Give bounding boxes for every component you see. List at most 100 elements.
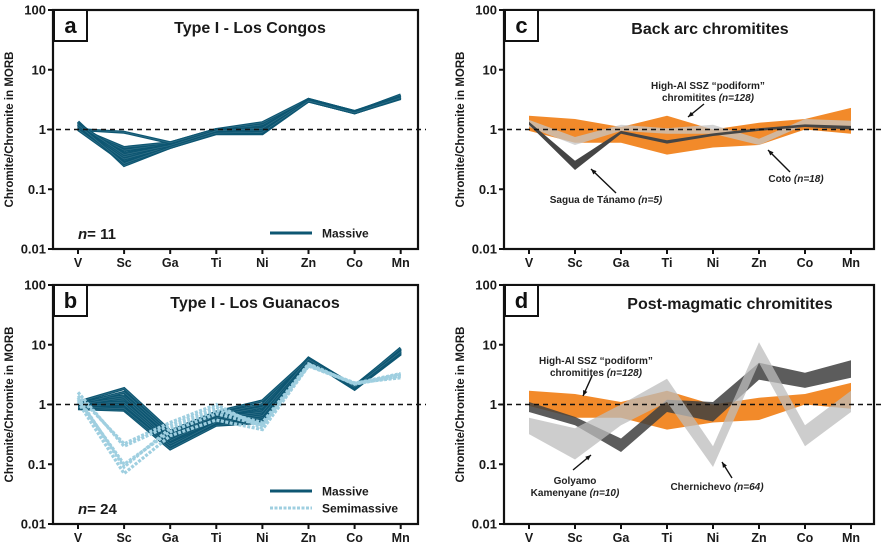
x-tick-label: Ga: [162, 531, 180, 545]
y-tick-label: 100: [24, 3, 46, 18]
x-tick-label: Ni: [256, 256, 269, 270]
annotation-text: High-Al SSZ “podiform”: [651, 81, 765, 92]
n-symbol: n: [78, 226, 87, 243]
x-tick-label: Ga: [613, 531, 631, 545]
y-tick-label: 0.1: [28, 457, 46, 472]
x-tick-label: Sc: [116, 531, 131, 545]
x-tick-label: V: [525, 531, 534, 545]
annotation-count: (n=128): [719, 93, 755, 104]
x-tick-label: Co: [797, 531, 814, 545]
sample-count-label: n= 11: [78, 226, 116, 243]
plot-area: [529, 342, 851, 467]
y-tick-label: 1: [39, 397, 46, 412]
annotation-label: High-Al SSZ “podiform”: [651, 81, 765, 92]
panel-b: 100 10 1 0.1 0.01 V Sc Ga Ti Ni Zn Co Mn Chromite/Chr…: [4, 278, 426, 545]
series-line-semimassive: [76, 362, 401, 470]
y-tick-label: 10: [32, 337, 46, 352]
y-tick-label: 0.1: [479, 182, 497, 197]
panel-letter: c: [515, 13, 527, 38]
panel-title: Post-magmatic chromitites: [627, 296, 832, 313]
n-value: = 24: [87, 501, 117, 518]
panel-c: 100 10 1 0.1 0.01 V Sc Ga Ti Ni Zn Co Mn Chromite/Chr…: [455, 3, 882, 270]
panel-title: Type I - Los Guanacos: [170, 295, 340, 312]
annotation-text: chromitites: [662, 93, 719, 104]
arrow-head-icon: [583, 390, 588, 396]
plot-area: [529, 107, 851, 170]
y-tick-label: 0.1: [28, 182, 46, 197]
x-tick-label: Ni: [256, 531, 269, 545]
y-tick-label: 0.01: [21, 517, 46, 532]
annotation-text: Kamenyane: [531, 488, 590, 499]
panel-letter: b: [64, 288, 77, 313]
x-tick-label: Zn: [751, 531, 766, 545]
x-tick-label: Zn: [301, 256, 316, 270]
annotation-label: Golyamo: [554, 476, 597, 487]
y-tick-label: 100: [24, 278, 46, 293]
arrow-head-icon: [722, 462, 727, 468]
panel-letter-box: [504, 9, 539, 42]
annotation-label: Kamenyane (n=10): [531, 488, 620, 499]
series-highlight: [77, 95, 401, 148]
arrow-head-icon: [591, 169, 597, 175]
annotation-text: Golyamo: [554, 476, 597, 487]
legend-label-massive: Massive: [322, 227, 369, 241]
annotation-text: chromitites: [550, 368, 607, 379]
annotation-text: Sagua de Tánamo: [550, 195, 638, 206]
x-tick-label: Mn: [842, 256, 860, 270]
y-axis-title: Chromite/Chromite in MORB: [455, 52, 467, 208]
x-tick-label: Co: [346, 256, 363, 270]
y-axis-title: Chromite/Chromite in MORB: [455, 327, 467, 483]
y-tick-label: 10: [32, 62, 46, 77]
x-tick-label: Zn: [301, 531, 316, 545]
x-tick-label: V: [525, 256, 534, 270]
annotation-count: (n=18): [794, 174, 824, 185]
y-tick-label: 1: [490, 122, 497, 137]
series-highlight: [77, 94, 401, 144]
y-tick-label: 0.01: [21, 242, 46, 257]
y-axis-title: Chromite/Chromite in MORB: [4, 327, 16, 483]
panel-title: Type I - Los Congos: [174, 20, 326, 37]
x-tick-label: Sc: [116, 256, 131, 270]
x-tick-label: Co: [797, 256, 814, 270]
panel-letter: a: [64, 13, 77, 38]
panel-letter: d: [515, 288, 528, 313]
x-tick-label: Ti: [662, 256, 673, 270]
panel-d: 100 10 1 0.1 0.01 V Sc Ga Ti Ni Zn Co Mn Chromite/Chr…: [455, 278, 882, 545]
x-tick-label: Zn: [751, 256, 766, 270]
sample-count-label: n= 24: [78, 501, 117, 518]
series-line-massive: [77, 94, 402, 152]
annotation-count: (n=5): [638, 195, 663, 206]
series-line-massive: [77, 93, 402, 145]
annotation-count: (n=128): [607, 368, 643, 379]
panel-letter-box: [504, 284, 539, 317]
band-golyamo: [529, 360, 851, 453]
x-tick-label: Ti: [662, 531, 673, 545]
annotation-label: chromitites (n=128): [550, 368, 643, 379]
annotation-label: Chernichevo (n=64): [670, 482, 764, 493]
series-line-massive: [77, 96, 402, 166]
annotation-label: chromitites (n=128): [662, 93, 755, 104]
y-tick-label: 1: [490, 397, 497, 412]
x-tick-label: Ti: [211, 256, 222, 270]
x-tick-label: Ga: [613, 256, 631, 270]
x-tick-label: Sc: [567, 531, 582, 545]
arrow-head-icon: [585, 455, 591, 461]
band-coto: [529, 118, 851, 146]
series-line-massive: [77, 94, 402, 150]
band-sagua: [529, 121, 851, 170]
annotation-arrow: [590, 168, 617, 194]
band-chernichevo: [529, 342, 851, 467]
arrow-head-icon: [768, 150, 774, 156]
x-tick-label: Sc: [567, 256, 582, 270]
y-tick-label: 0.1: [479, 457, 497, 472]
y-tick-label: 0.01: [472, 242, 497, 257]
legend-label-semimassive: Semimassive: [322, 502, 398, 516]
y-tick-label: 100: [475, 278, 497, 293]
y-tick-label: 1: [39, 122, 46, 137]
x-tick-label: Ni: [707, 531, 720, 545]
panel-letter-box: [53, 284, 88, 317]
annotation-text: Coto: [768, 174, 794, 185]
x-tick-label: Co: [346, 531, 363, 545]
y-tick-label: 100: [475, 3, 497, 18]
